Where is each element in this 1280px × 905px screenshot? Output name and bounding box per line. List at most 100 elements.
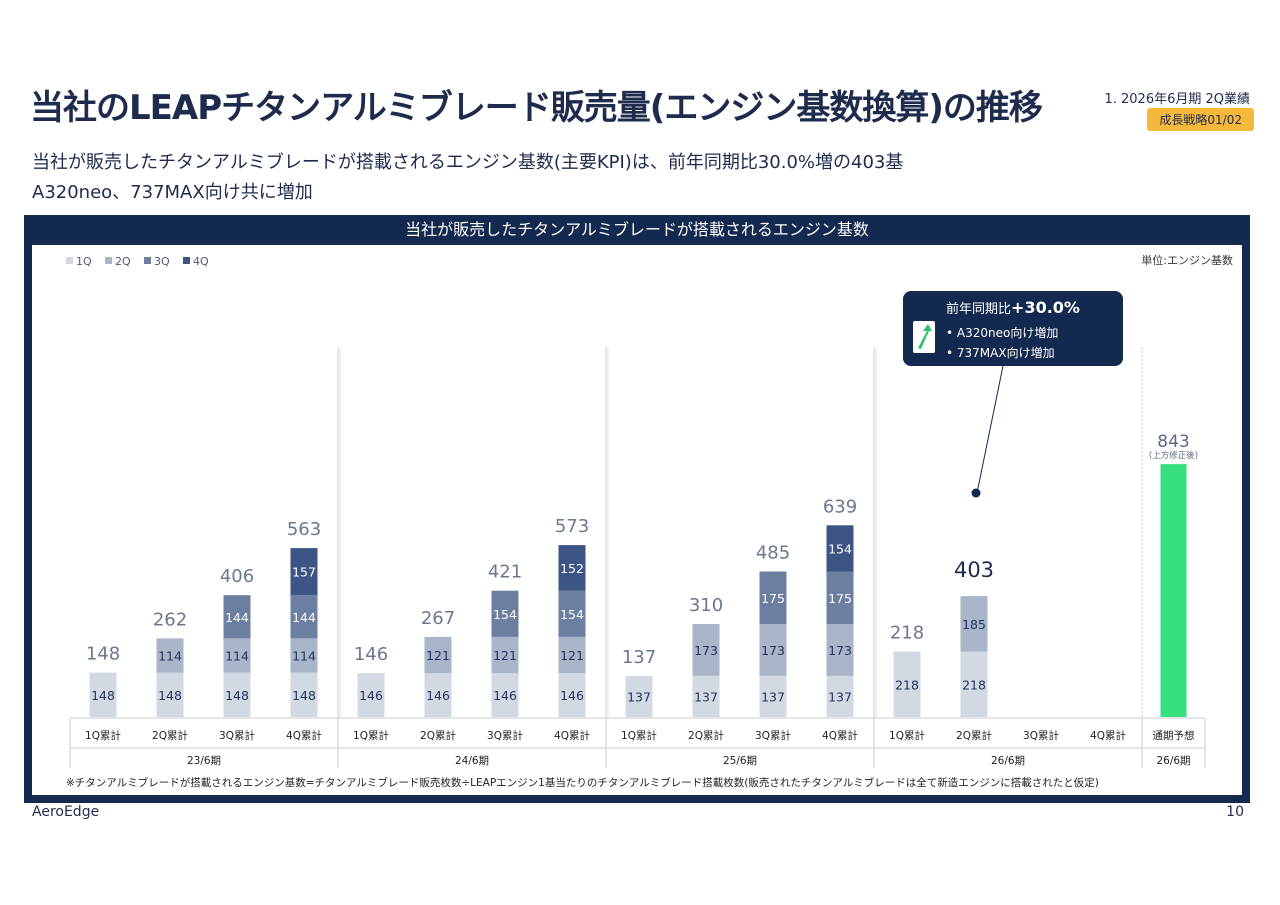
segment-value-label: 173: [694, 643, 718, 658]
category-label: 1Q累計: [889, 729, 925, 742]
category-label: 通期予想: [1153, 729, 1195, 742]
bar-segment-q2: [960, 596, 988, 652]
subtitle-line-2: A320neo、737MAX向け共に増加: [32, 182, 313, 203]
segment-value-label: 148: [292, 688, 316, 703]
bar-segment-q1: [893, 651, 921, 717]
bar-segment-q1: [156, 672, 184, 717]
bar-segment-q4: [826, 525, 854, 572]
callout-leader-dot: [971, 488, 981, 498]
segment-value-label: 148: [225, 688, 249, 703]
bar-total-label: 267: [421, 608, 455, 629]
current-total-label: 403: [954, 558, 994, 582]
subtitle: 当社が販売したチタンアルミブレードが搭載されるエンジン基数(主要KPI)は、前年…: [32, 148, 903, 208]
period-label: 26/6期: [991, 755, 1025, 767]
category-label: 3Q累計: [1023, 729, 1059, 742]
segment-value-label: 154: [828, 541, 852, 556]
bar-segment-q1: [290, 672, 318, 717]
segment-value-label: 137: [828, 689, 852, 704]
bar-total-label: 148: [86, 644, 120, 665]
bar-segment-q1: [89, 672, 117, 717]
bar-total-label: 573: [555, 516, 589, 537]
category-label: 4Q累計: [1090, 729, 1126, 742]
segment-value-label: 154: [493, 607, 517, 622]
segment-value-label: 114: [225, 649, 249, 664]
bar-segment-q1: [960, 651, 988, 717]
bar-total-label: 310: [689, 595, 723, 616]
category-label: 2Q累計: [688, 729, 724, 742]
bar-segment-q1: [491, 673, 519, 717]
legend-label-3q: 3Q: [154, 255, 170, 268]
bar-total-label: 406: [220, 566, 254, 587]
legend-swatch-2q: [105, 257, 112, 264]
segment-value-label: 144: [292, 610, 316, 625]
forecast-bar: [1160, 464, 1187, 717]
unit-label: 単位:エンジン基数: [1141, 253, 1233, 267]
segment-value-label: 146: [359, 688, 383, 703]
bar-total-label: 639: [823, 496, 857, 517]
segment-value-label: 146: [426, 688, 450, 703]
bar-total-label: 485: [756, 543, 790, 564]
page-title: 当社のLEAPチタンアルミブレード販売量(エンジン基数換算)の推移: [30, 88, 1043, 128]
category-label: 3Q累計: [755, 729, 791, 742]
strategy-badge: 成長戦略01/02: [1147, 108, 1254, 131]
bar-segment-q3: [558, 590, 586, 637]
segment-value-label: 114: [292, 649, 316, 664]
segment-value-label: 121: [560, 648, 584, 663]
category-label: 4Q累計: [554, 729, 590, 742]
footnote: ※チタンアルミブレードが搭載されるエンジン基数=チタンアルミブレード販売枚数÷L…: [66, 776, 1099, 789]
category-label: 3Q累計: [219, 729, 255, 742]
segment-value-label: 185: [962, 617, 986, 632]
period-label: 24/6期: [455, 755, 489, 767]
bar-segment-q3: [759, 571, 787, 624]
category-label: 3Q累計: [487, 729, 523, 742]
chart-panel: 当社が販売したチタンアルミブレードが搭載されるエンジン基数 1Q 2Q 3Q 4Q 単位…: [24, 215, 1250, 803]
subtitle-line-1: 当社が販売したチタンアルミブレードが搭載されるエンジン基数(主要KPI)は、前年…: [32, 152, 904, 173]
bar-segment-q2: [424, 636, 452, 674]
page-number: 10: [1226, 804, 1244, 820]
segment-value-label: 146: [560, 688, 584, 703]
bar-segment-q2: [558, 636, 586, 674]
callout-bullet: • 737MAX向け増加: [946, 345, 1055, 360]
bar-segment-q1: [357, 673, 385, 717]
bar-total-label: 137: [622, 647, 656, 668]
category-label: 2Q累計: [420, 729, 456, 742]
segment-value-label: 121: [493, 648, 517, 663]
segment-value-label: 114: [158, 649, 182, 664]
bar-segment-q4: [558, 545, 586, 591]
legend-label-4q: 4Q: [193, 255, 209, 268]
bar-segment-q1: [223, 672, 251, 717]
chart-area: 1Q 2Q 3Q 4Q 単位:エンジン基数 23/6期 1Q累計 148 148 2Q累計 148 1…: [32, 245, 1242, 795]
bar-segment-q3: [290, 595, 318, 639]
chart-panel-title: 当社が販売したチタンアルミブレードが搭載されるエンジン基数: [405, 220, 869, 239]
bar-segment-q3: [223, 595, 251, 639]
up-arrow-icon: [918, 324, 932, 349]
segment-value-label: 175: [761, 591, 785, 606]
bar-segment-q2: [491, 636, 519, 674]
segment-value-label: 218: [962, 677, 986, 692]
bar-total-label: 146: [354, 644, 388, 665]
category-label: 1Q累計: [621, 729, 657, 742]
segment-value-label: 218: [895, 677, 919, 692]
legend-swatch-4q: [183, 257, 190, 264]
segment-value-label: 137: [694, 689, 718, 704]
bar-segment-q3: [491, 590, 519, 637]
bar-segment-q1: [424, 673, 452, 717]
segment-value-label: 137: [627, 689, 651, 704]
bar-segment-q3: [826, 571, 854, 624]
callout-leader-line: [976, 365, 1004, 494]
bar-segment-q2: [826, 624, 854, 676]
category-label: 2Q累計: [152, 729, 188, 742]
bar-segment-q1: [826, 675, 854, 717]
category-label: 1Q累計: [85, 729, 121, 742]
category-label: 4Q累計: [286, 729, 322, 742]
bar-segment-q2: [223, 638, 251, 673]
section-label: 1. 2026年6月期 2Q業績: [1104, 92, 1250, 107]
segment-value-label: 137: [761, 689, 785, 704]
engine-count-chart: 1Q 2Q 3Q 4Q 単位:エンジン基数 23/6期 1Q累計 148 148 2Q累計 148 1…: [66, 253, 1233, 789]
bar-segment-q1: [692, 675, 720, 717]
bar-total-label: 262: [153, 609, 187, 630]
bar-segment-q2: [290, 638, 318, 673]
bar-segment-q2: [156, 638, 184, 673]
bar-total-label: 218: [890, 623, 924, 644]
bar-segment-q1: [558, 673, 586, 717]
